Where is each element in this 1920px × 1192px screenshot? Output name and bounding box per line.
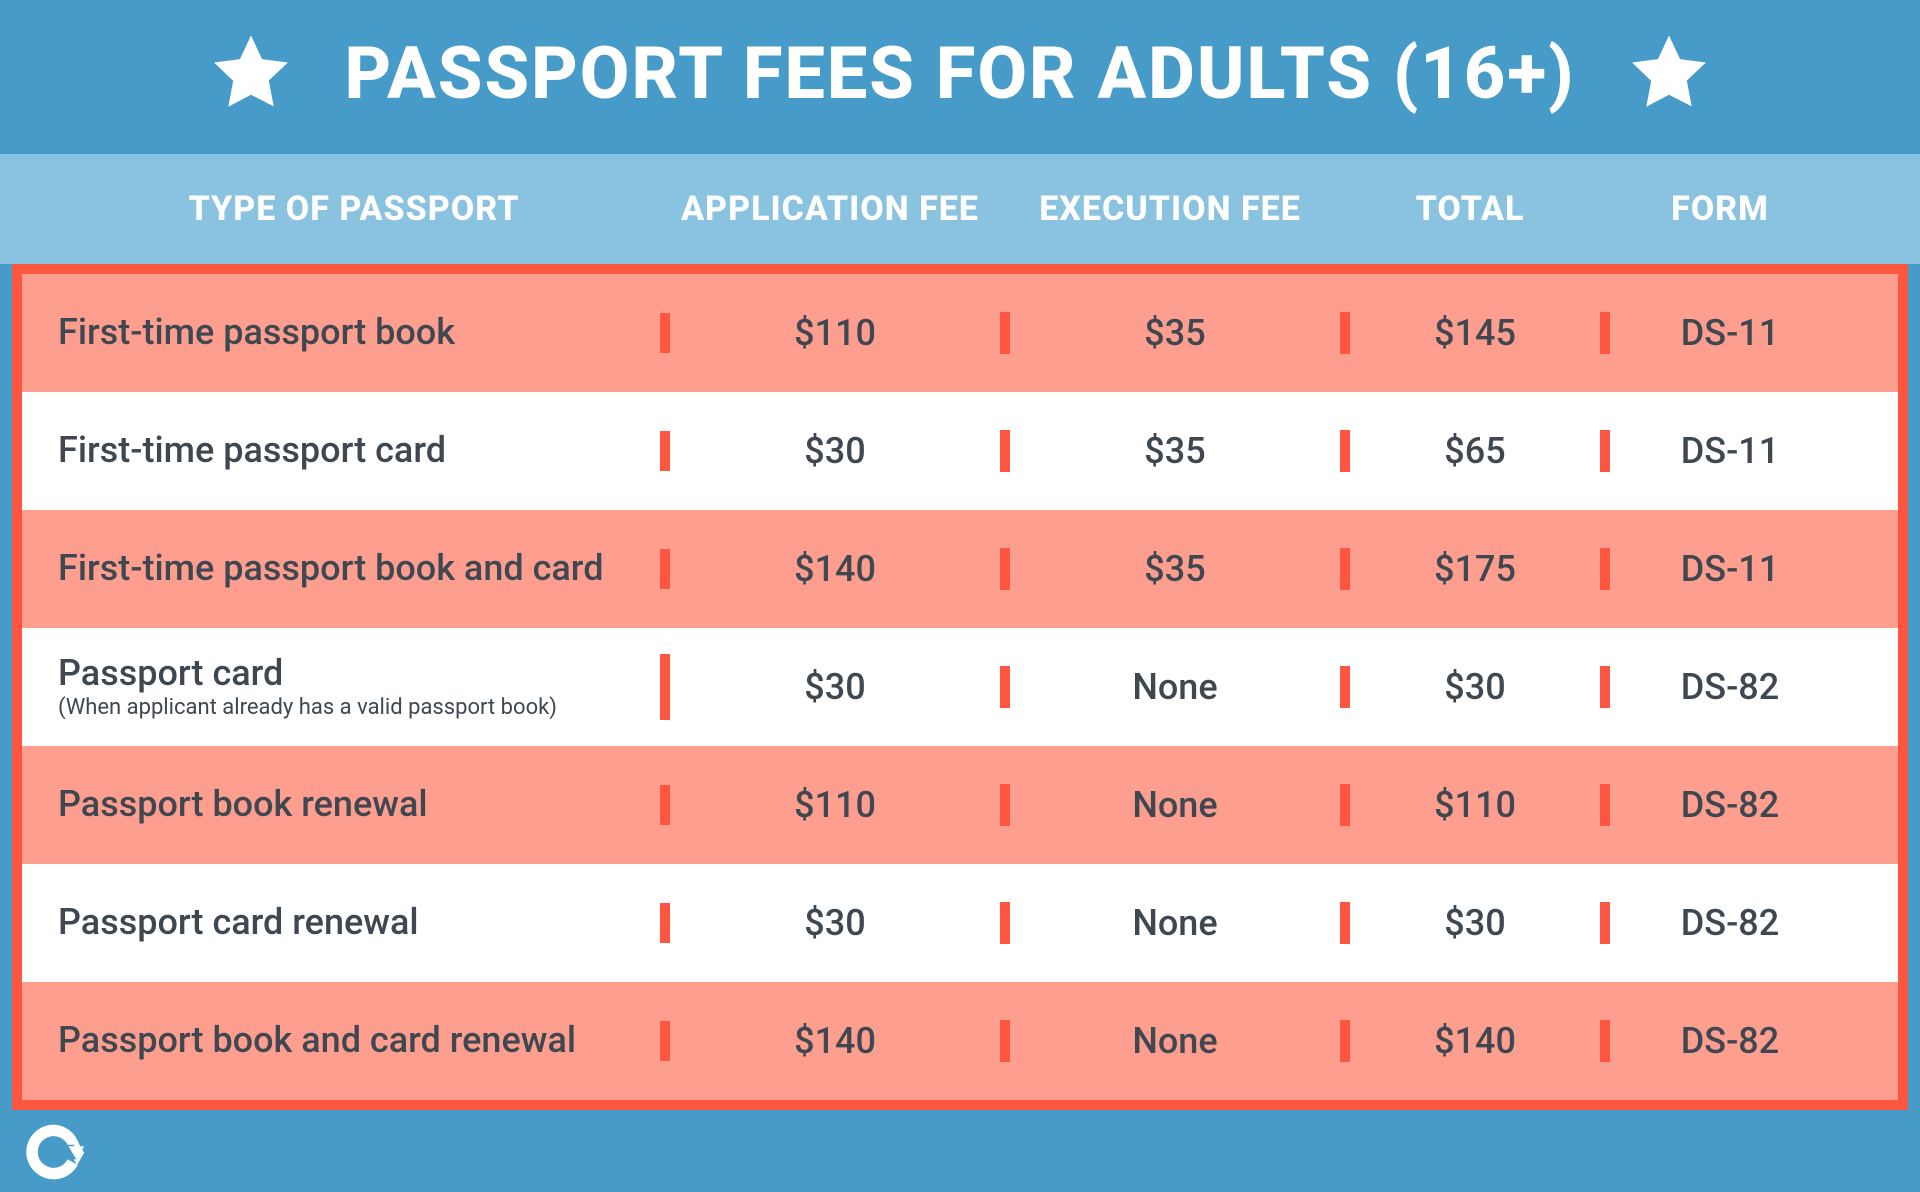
- cell-total: $175: [1350, 548, 1610, 590]
- cell-application-fee: $30: [670, 430, 1010, 472]
- cell-total: $30: [1350, 666, 1610, 708]
- cell-form: DS-11: [1610, 548, 1850, 590]
- cell-execution-fee: $35: [1010, 548, 1350, 590]
- type-label: Passport card renewal: [58, 903, 640, 943]
- cell-application-fee: $140: [670, 548, 1010, 590]
- cell-execution-fee: None: [1010, 666, 1350, 708]
- cell-application-fee: $110: [670, 784, 1010, 826]
- type-label: First-time passport book and card: [58, 549, 640, 589]
- page-title: PASSPORT FEES FOR ADULTS (16+): [344, 31, 1575, 116]
- title-bar: PASSPORT FEES FOR ADULTS (16+): [0, 0, 1920, 154]
- table-row: Passport book and card renewal $140 None…: [22, 982, 1898, 1100]
- type-label: Passport book and card renewal: [58, 1021, 640, 1061]
- g2-logo-icon: [18, 1116, 1902, 1188]
- cell-execution-fee: $35: [1010, 430, 1350, 472]
- cell-form: DS-82: [1610, 1020, 1850, 1062]
- cell-type: Passport book renewal: [50, 785, 670, 825]
- type-label: First-time passport book: [58, 313, 640, 353]
- cell-execution-fee: $35: [1010, 312, 1350, 354]
- cell-form: DS-82: [1610, 902, 1850, 944]
- cell-execution-fee: None: [1010, 902, 1350, 944]
- star-icon: [1624, 28, 1714, 118]
- cell-form: DS-11: [1610, 430, 1850, 472]
- cell-form: DS-82: [1610, 666, 1850, 708]
- footer: [0, 1110, 1920, 1188]
- column-header-application-fee: APPLICATION FEE: [660, 189, 1000, 229]
- type-label: First-time passport card: [58, 431, 640, 471]
- column-header-execution-fee: EXECUTION FEE: [1000, 189, 1340, 229]
- cell-execution-fee: None: [1010, 784, 1350, 826]
- table-row: Passport card renewal $30 None $30 DS-82: [22, 864, 1898, 982]
- cell-type: First-time passport card: [50, 431, 670, 471]
- cell-type: First-time passport book and card: [50, 549, 670, 589]
- table-row: Passport card (When applicant already ha…: [22, 628, 1898, 746]
- cell-total: $65: [1350, 430, 1610, 472]
- cell-application-fee: $110: [670, 312, 1010, 354]
- table-row: First-time passport book $110 $35 $145 D…: [22, 274, 1898, 392]
- cell-type: First-time passport book: [50, 313, 670, 353]
- cell-application-fee: $30: [670, 666, 1010, 708]
- fee-table: First-time passport book $110 $35 $145 D…: [12, 264, 1908, 1110]
- type-subtext: (When applicant already has a valid pass…: [58, 695, 640, 720]
- cell-form: DS-82: [1610, 784, 1850, 826]
- cell-total: $145: [1350, 312, 1610, 354]
- cell-total: $140: [1350, 1020, 1610, 1062]
- cell-application-fee: $30: [670, 902, 1010, 944]
- table-header-row: TYPE OF PASSPORT APPLICATION FEE EXECUTI…: [0, 154, 1920, 264]
- cell-type: Passport card renewal: [50, 903, 670, 943]
- type-label: Passport book renewal: [58, 785, 640, 825]
- table-row: First-time passport book and card $140 $…: [22, 510, 1898, 628]
- type-label: Passport card: [58, 654, 640, 694]
- cell-execution-fee: None: [1010, 1020, 1350, 1062]
- cell-type: Passport card (When applicant already ha…: [50, 654, 670, 721]
- table-row: Passport book renewal $110 None $110 DS-…: [22, 746, 1898, 864]
- column-header-total: TOTAL: [1340, 189, 1600, 229]
- cell-total: $30: [1350, 902, 1610, 944]
- cell-type: Passport book and card renewal: [50, 1021, 670, 1061]
- cell-total: $110: [1350, 784, 1610, 826]
- cell-application-fee: $140: [670, 1020, 1010, 1062]
- cell-form: DS-11: [1610, 312, 1850, 354]
- column-header-form: FORM: [1600, 189, 1840, 229]
- column-header-type: TYPE OF PASSPORT: [40, 189, 660, 229]
- star-icon: [206, 28, 296, 118]
- table-row: First-time passport card $30 $35 $65 DS-…: [22, 392, 1898, 510]
